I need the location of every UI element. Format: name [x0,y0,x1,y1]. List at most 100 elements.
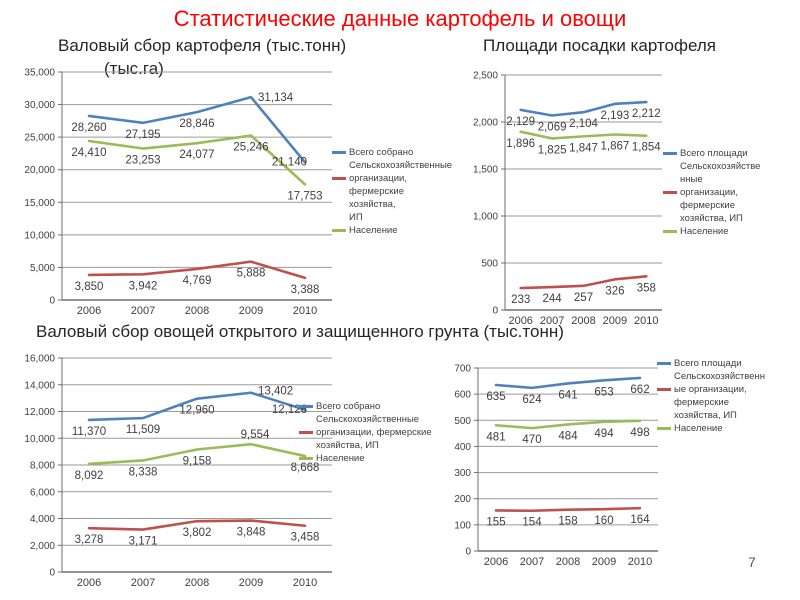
series-line-2 [494,419,642,430]
data-label: 2,129 [506,116,535,128]
legend-row: хозяйства, ИП [657,409,795,422]
legend-label: организации, [349,173,407,184]
data-label: 3,278 [75,534,104,546]
data-label: 160 [594,515,613,527]
legend-label: Всего площади [674,358,742,369]
y-tick-label: 0 [49,568,55,579]
y-tick-label: 30,000 [24,100,55,111]
y-tick-label: 100 [454,520,471,531]
legend-label: Население [316,453,365,464]
legend-marker-icon [299,457,313,460]
y-tick-label: 16,000 [24,354,55,365]
legend-row: организации, [332,172,452,185]
data-label: 233 [511,294,530,306]
data-label: 4,769 [183,275,212,287]
legend-marker-spacer [663,178,677,181]
legend-row: Сельскохозяйственн [657,370,795,383]
data-label: 9,554 [241,429,270,441]
data-label: 21,140 [272,156,307,168]
data-label: 28,260 [71,122,106,134]
data-label: 1,854 [632,142,661,154]
legend-row: Всего собрано [332,146,452,159]
y-tick-label: 300 [454,468,471,479]
y-tick-label: 4,000 [30,514,55,525]
legend-label: нные [680,174,703,185]
data-label: 1,847 [569,142,598,154]
data-label: 11,370 [72,426,106,438]
legend-label: Сельскохозяйственные [316,414,420,425]
x-tick-label: 2010 [634,315,658,327]
y-tick-label: 1,500 [473,165,498,176]
data-label: 27,195 [125,129,160,141]
legend-marker-spacer [332,190,346,193]
series-line-2 [519,130,648,140]
legend-row: нные [663,173,796,186]
data-label: 12,126 [272,404,307,416]
data-label: 635 [486,391,505,403]
series-line-1 [87,260,307,280]
y-tick-label: 500 [481,259,498,270]
legend-label: фермерские [680,200,735,211]
data-label: 624 [522,394,542,406]
legend-row: ИП [332,211,452,224]
x-tick-label: 2007 [520,556,544,568]
data-label: 3,388 [291,284,320,296]
legend-marker-icon [657,362,671,365]
legend-marker-spacer [299,418,313,421]
legend-marker-spacer [332,216,346,219]
data-label: 481 [486,431,505,443]
y-tick-label: 600 [454,390,471,401]
legend-row: Всего собрано [299,400,433,413]
x-tick-label: 2010 [293,577,317,589]
y-tick-label: 2,000 [30,541,55,552]
y-tick-label: 400 [454,442,471,453]
legend-label: хозяйства, ИП [674,410,737,421]
legend-label: Всего площади [680,148,748,159]
data-label: 257 [574,292,593,304]
legend-row: Сельскохозяйстве [663,160,796,173]
data-label: 244 [543,293,563,305]
data-label: 2,193 [601,110,630,122]
series-line-0 [519,100,648,117]
x-tick-label: 2009 [592,556,616,568]
legend-marker-icon [657,427,671,430]
legend-row: фермерские [657,396,795,409]
legend-label: Сельскохозяйственные [349,160,453,171]
data-label: 326 [605,285,624,297]
chart3-title: Валовый сбор овощей открытого и защищенн… [36,322,564,341]
x-tick-label: 2008 [185,577,209,589]
legend-label: организации, [680,187,738,198]
x-tick-label: 2007 [131,577,155,589]
x-tick-label: 2006 [77,305,101,317]
data-label: 3,802 [183,527,212,539]
legend-label: ИП [349,212,363,223]
legend-marker-spacer [299,444,313,447]
legend-marker-icon [299,431,313,434]
data-label: 1,896 [506,138,535,150]
x-tick-label: 2007 [131,305,155,317]
legend-label: организации, фермерские [316,427,432,438]
data-label: 25,246 [233,142,268,154]
legend-row: ые организации, [657,383,795,396]
legend-row: фермерские хозяйства, [332,185,452,211]
legend-row: Население [299,452,433,465]
legend-marker-spacer [657,375,671,378]
legend-marker-spacer [657,401,671,404]
y-tick-label: 6,000 [30,487,55,498]
x-tick-label: 2006 [77,577,101,589]
data-label: 3,848 [237,527,266,539]
legend-row: Население [332,224,452,237]
data-label: 470 [522,434,541,446]
legend-marker-spacer [663,165,677,168]
data-label: 9,158 [183,456,212,468]
data-label: 5,888 [237,268,266,280]
x-tick-label: 2009 [239,577,263,589]
data-label: 12,960 [179,405,214,417]
legend-marker-icon [332,229,346,232]
chart2-legend: Всего площади Сельскохозяйстве нные организ… [663,147,796,238]
data-label: 3,171 [129,536,158,548]
data-label: 653 [594,386,613,398]
data-label: 641 [558,389,577,401]
